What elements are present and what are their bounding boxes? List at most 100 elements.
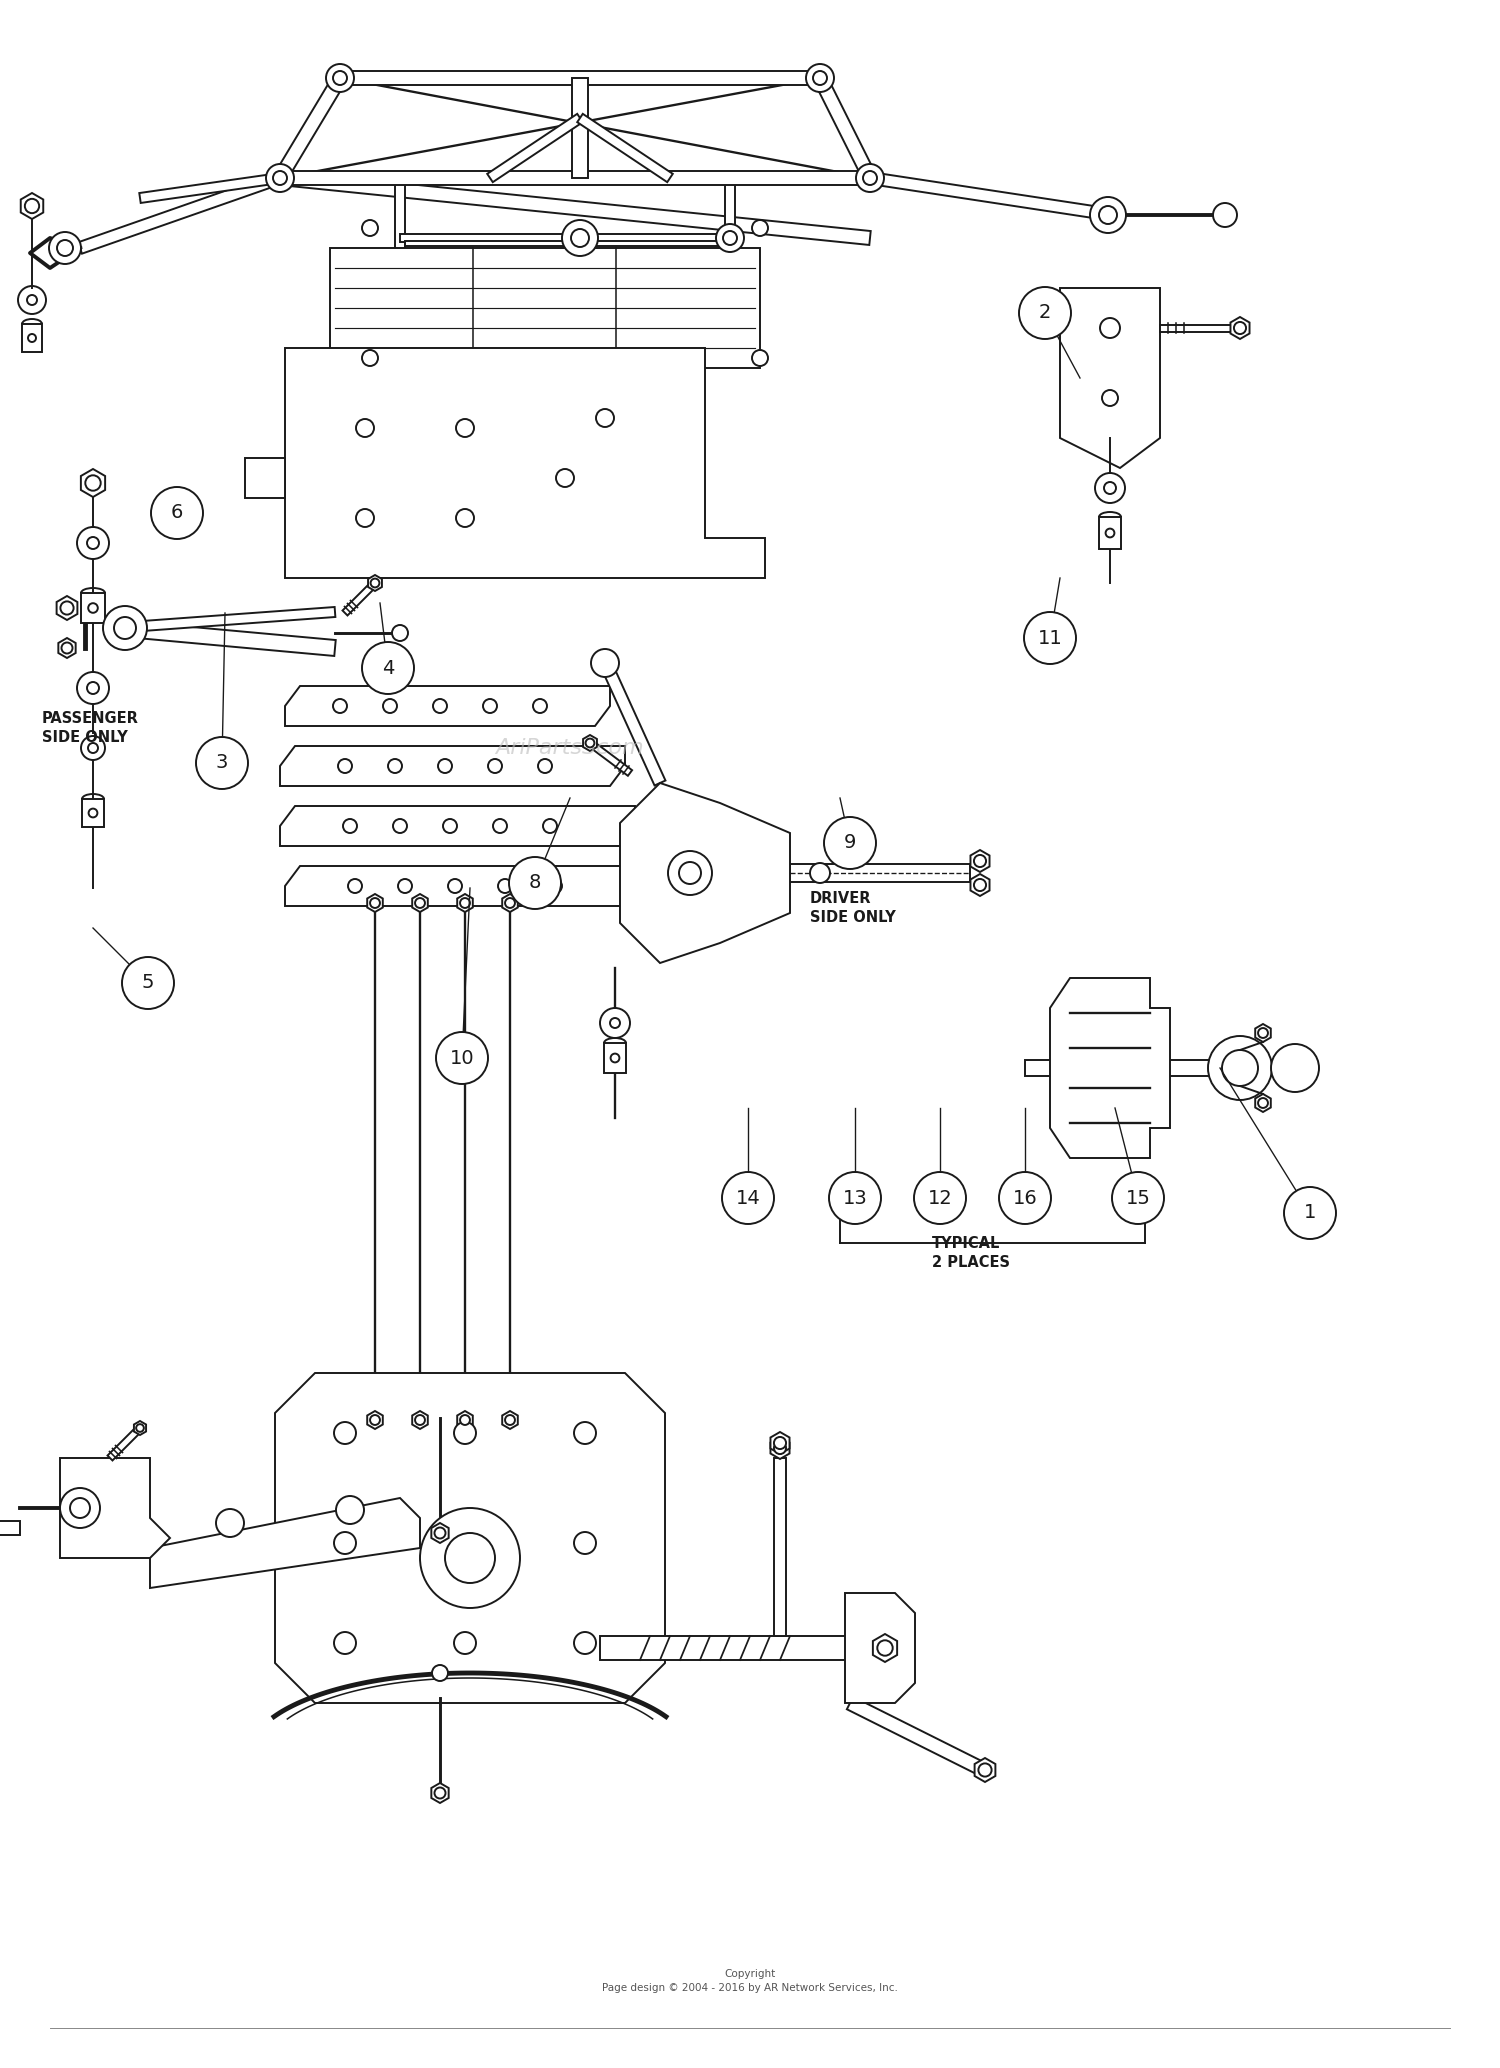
Circle shape bbox=[716, 223, 744, 252]
Circle shape bbox=[196, 736, 248, 790]
Text: 5: 5 bbox=[141, 974, 154, 993]
Polygon shape bbox=[81, 469, 105, 496]
Polygon shape bbox=[274, 74, 346, 182]
Circle shape bbox=[810, 862, 830, 883]
Polygon shape bbox=[280, 172, 870, 184]
Circle shape bbox=[88, 604, 98, 612]
Circle shape bbox=[81, 736, 105, 761]
Circle shape bbox=[830, 1173, 880, 1224]
Circle shape bbox=[87, 682, 99, 695]
Text: 11: 11 bbox=[1038, 629, 1062, 647]
Polygon shape bbox=[604, 670, 666, 786]
Circle shape bbox=[18, 285, 46, 314]
Circle shape bbox=[136, 1425, 144, 1431]
Polygon shape bbox=[1160, 325, 1240, 331]
Circle shape bbox=[76, 672, 110, 703]
Circle shape bbox=[70, 1497, 90, 1518]
Polygon shape bbox=[1024, 1061, 1286, 1075]
Polygon shape bbox=[432, 1783, 448, 1803]
Circle shape bbox=[596, 409, 613, 426]
Circle shape bbox=[774, 1441, 786, 1454]
Circle shape bbox=[1234, 323, 1246, 335]
Polygon shape bbox=[134, 1421, 146, 1435]
Circle shape bbox=[338, 759, 352, 773]
Circle shape bbox=[974, 854, 986, 866]
Circle shape bbox=[1104, 482, 1116, 494]
Circle shape bbox=[610, 1053, 620, 1063]
Circle shape bbox=[266, 163, 294, 192]
Circle shape bbox=[498, 879, 512, 893]
Circle shape bbox=[436, 1032, 488, 1084]
Polygon shape bbox=[57, 596, 78, 620]
Circle shape bbox=[1024, 612, 1075, 664]
Bar bbox=[82, 798, 104, 827]
Polygon shape bbox=[458, 1410, 472, 1429]
Text: 15: 15 bbox=[1125, 1189, 1150, 1208]
Polygon shape bbox=[503, 893, 518, 912]
Circle shape bbox=[152, 486, 202, 540]
Circle shape bbox=[1214, 203, 1237, 227]
Polygon shape bbox=[405, 271, 724, 275]
Circle shape bbox=[454, 1632, 476, 1654]
Circle shape bbox=[356, 509, 374, 527]
Circle shape bbox=[483, 699, 496, 713]
Circle shape bbox=[88, 742, 98, 753]
Circle shape bbox=[122, 957, 174, 1009]
Circle shape bbox=[435, 1787, 445, 1799]
Circle shape bbox=[326, 64, 354, 91]
Circle shape bbox=[978, 1764, 992, 1776]
Circle shape bbox=[824, 817, 876, 869]
Polygon shape bbox=[868, 172, 1101, 219]
Polygon shape bbox=[771, 1431, 789, 1454]
Bar bbox=[330, 248, 760, 368]
Polygon shape bbox=[771, 1437, 789, 1460]
Circle shape bbox=[348, 879, 361, 893]
Circle shape bbox=[1090, 196, 1126, 234]
Polygon shape bbox=[873, 1634, 897, 1663]
Circle shape bbox=[76, 527, 110, 558]
Circle shape bbox=[114, 616, 136, 639]
Circle shape bbox=[454, 1423, 476, 1443]
Polygon shape bbox=[970, 875, 990, 895]
Polygon shape bbox=[274, 1373, 664, 1704]
Circle shape bbox=[668, 852, 712, 895]
Polygon shape bbox=[847, 1696, 982, 1774]
Circle shape bbox=[456, 420, 474, 436]
Circle shape bbox=[806, 64, 834, 91]
Polygon shape bbox=[368, 575, 382, 591]
Circle shape bbox=[1106, 529, 1114, 538]
Polygon shape bbox=[413, 893, 428, 912]
Polygon shape bbox=[620, 784, 790, 964]
Polygon shape bbox=[813, 74, 876, 182]
Circle shape bbox=[460, 898, 470, 908]
Circle shape bbox=[86, 476, 100, 490]
Text: 4: 4 bbox=[382, 658, 394, 678]
Circle shape bbox=[574, 1532, 596, 1553]
Circle shape bbox=[723, 232, 736, 244]
Polygon shape bbox=[970, 850, 990, 873]
Circle shape bbox=[356, 420, 374, 436]
Polygon shape bbox=[140, 174, 280, 203]
Circle shape bbox=[509, 856, 561, 910]
Circle shape bbox=[416, 898, 424, 908]
Circle shape bbox=[28, 335, 36, 341]
Polygon shape bbox=[488, 114, 584, 182]
Circle shape bbox=[562, 219, 598, 256]
Text: 16: 16 bbox=[1013, 1189, 1038, 1208]
Circle shape bbox=[456, 509, 474, 527]
Text: 1: 1 bbox=[1304, 1204, 1316, 1222]
Circle shape bbox=[433, 699, 447, 713]
Text: 2: 2 bbox=[1040, 304, 1052, 323]
Circle shape bbox=[370, 1415, 380, 1425]
Circle shape bbox=[506, 1415, 515, 1425]
Circle shape bbox=[336, 1495, 364, 1524]
Polygon shape bbox=[588, 740, 632, 776]
Polygon shape bbox=[405, 240, 724, 246]
Circle shape bbox=[382, 699, 398, 713]
Circle shape bbox=[1208, 1036, 1272, 1100]
Polygon shape bbox=[790, 864, 970, 881]
Polygon shape bbox=[340, 70, 821, 85]
Polygon shape bbox=[844, 1592, 915, 1704]
Text: 8: 8 bbox=[530, 873, 542, 893]
Circle shape bbox=[57, 240, 74, 256]
